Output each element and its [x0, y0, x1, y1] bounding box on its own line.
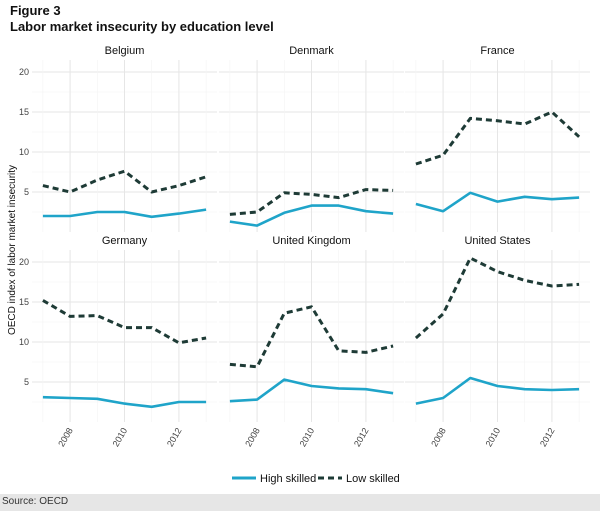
- y-tick-label: 20: [19, 257, 29, 267]
- x-tick-label: 2008: [56, 426, 75, 448]
- panel-denmark: Denmark: [219, 45, 404, 232]
- low-skilled-line: [229, 188, 394, 216]
- x-tick-label: 2012: [538, 426, 557, 448]
- x-tick-label: 2012: [165, 426, 184, 448]
- x-tick-label: 2010: [484, 426, 503, 448]
- y-tick-label: 15: [19, 107, 29, 117]
- legend: High skilled Low skilled: [232, 473, 400, 485]
- faceted-line-chart: Belgium 5 10 15 20 Denmark France Germany 5 10 15 2…: [7, 45, 590, 485]
- y-tick-label: 5: [24, 187, 29, 197]
- panel-united-states: United States 2008 2010 2012: [405, 235, 590, 448]
- panel-title: France: [480, 45, 514, 57]
- low-skilled-line: [414, 256, 580, 340]
- x-tick-label: 2008: [429, 426, 448, 448]
- low-skilled-line: [42, 299, 207, 345]
- panel-germany: Germany 5 10 15 20 2008 2010 2012: [19, 235, 217, 448]
- y-axis-label: OECD index of labor market insecurity: [7, 165, 18, 335]
- high-skilled-line: [415, 376, 580, 405]
- y-tick-label: 10: [19, 337, 29, 347]
- panel-title: United States: [464, 235, 531, 247]
- panel-title: Germany: [102, 235, 148, 247]
- low-skilled-line: [229, 305, 394, 369]
- high-skilled-line: [229, 204, 394, 227]
- low-skilled-line: [415, 110, 581, 166]
- high-skilled-line: [415, 191, 580, 213]
- panel-title: Belgium: [105, 45, 145, 57]
- panel-title: United Kingdom: [272, 235, 350, 247]
- y-tick-label: 20: [19, 67, 29, 77]
- panel-united-kingdom: United Kingdom 2008 2010 2012: [219, 235, 404, 448]
- high-skilled-line: [42, 395, 207, 409]
- high-skilled-line: [229, 378, 394, 403]
- panel-title: Denmark: [289, 45, 334, 57]
- y-tick-label: 5: [24, 377, 29, 387]
- chart-title: Labor market insecurity by education lev…: [10, 19, 274, 34]
- x-tick-label: 2010: [298, 426, 317, 448]
- high-skilled-line: [42, 208, 207, 219]
- y-tick-label: 10: [19, 147, 29, 157]
- source-bar: Source: OECD: [0, 494, 600, 511]
- source-note: Source: OECD: [2, 496, 69, 507]
- figure-label: Figure 3: [10, 3, 61, 18]
- legend-label: High skilled: [260, 473, 316, 485]
- panel-france: France: [405, 45, 590, 232]
- panel-belgium: Belgium 5 10 15 20: [19, 45, 217, 232]
- legend-label: Low skilled: [346, 473, 400, 485]
- x-tick-label: 2008: [243, 426, 262, 448]
- y-tick-label: 15: [19, 297, 29, 307]
- x-tick-label: 2012: [352, 426, 371, 448]
- x-tick-label: 2010: [111, 426, 130, 448]
